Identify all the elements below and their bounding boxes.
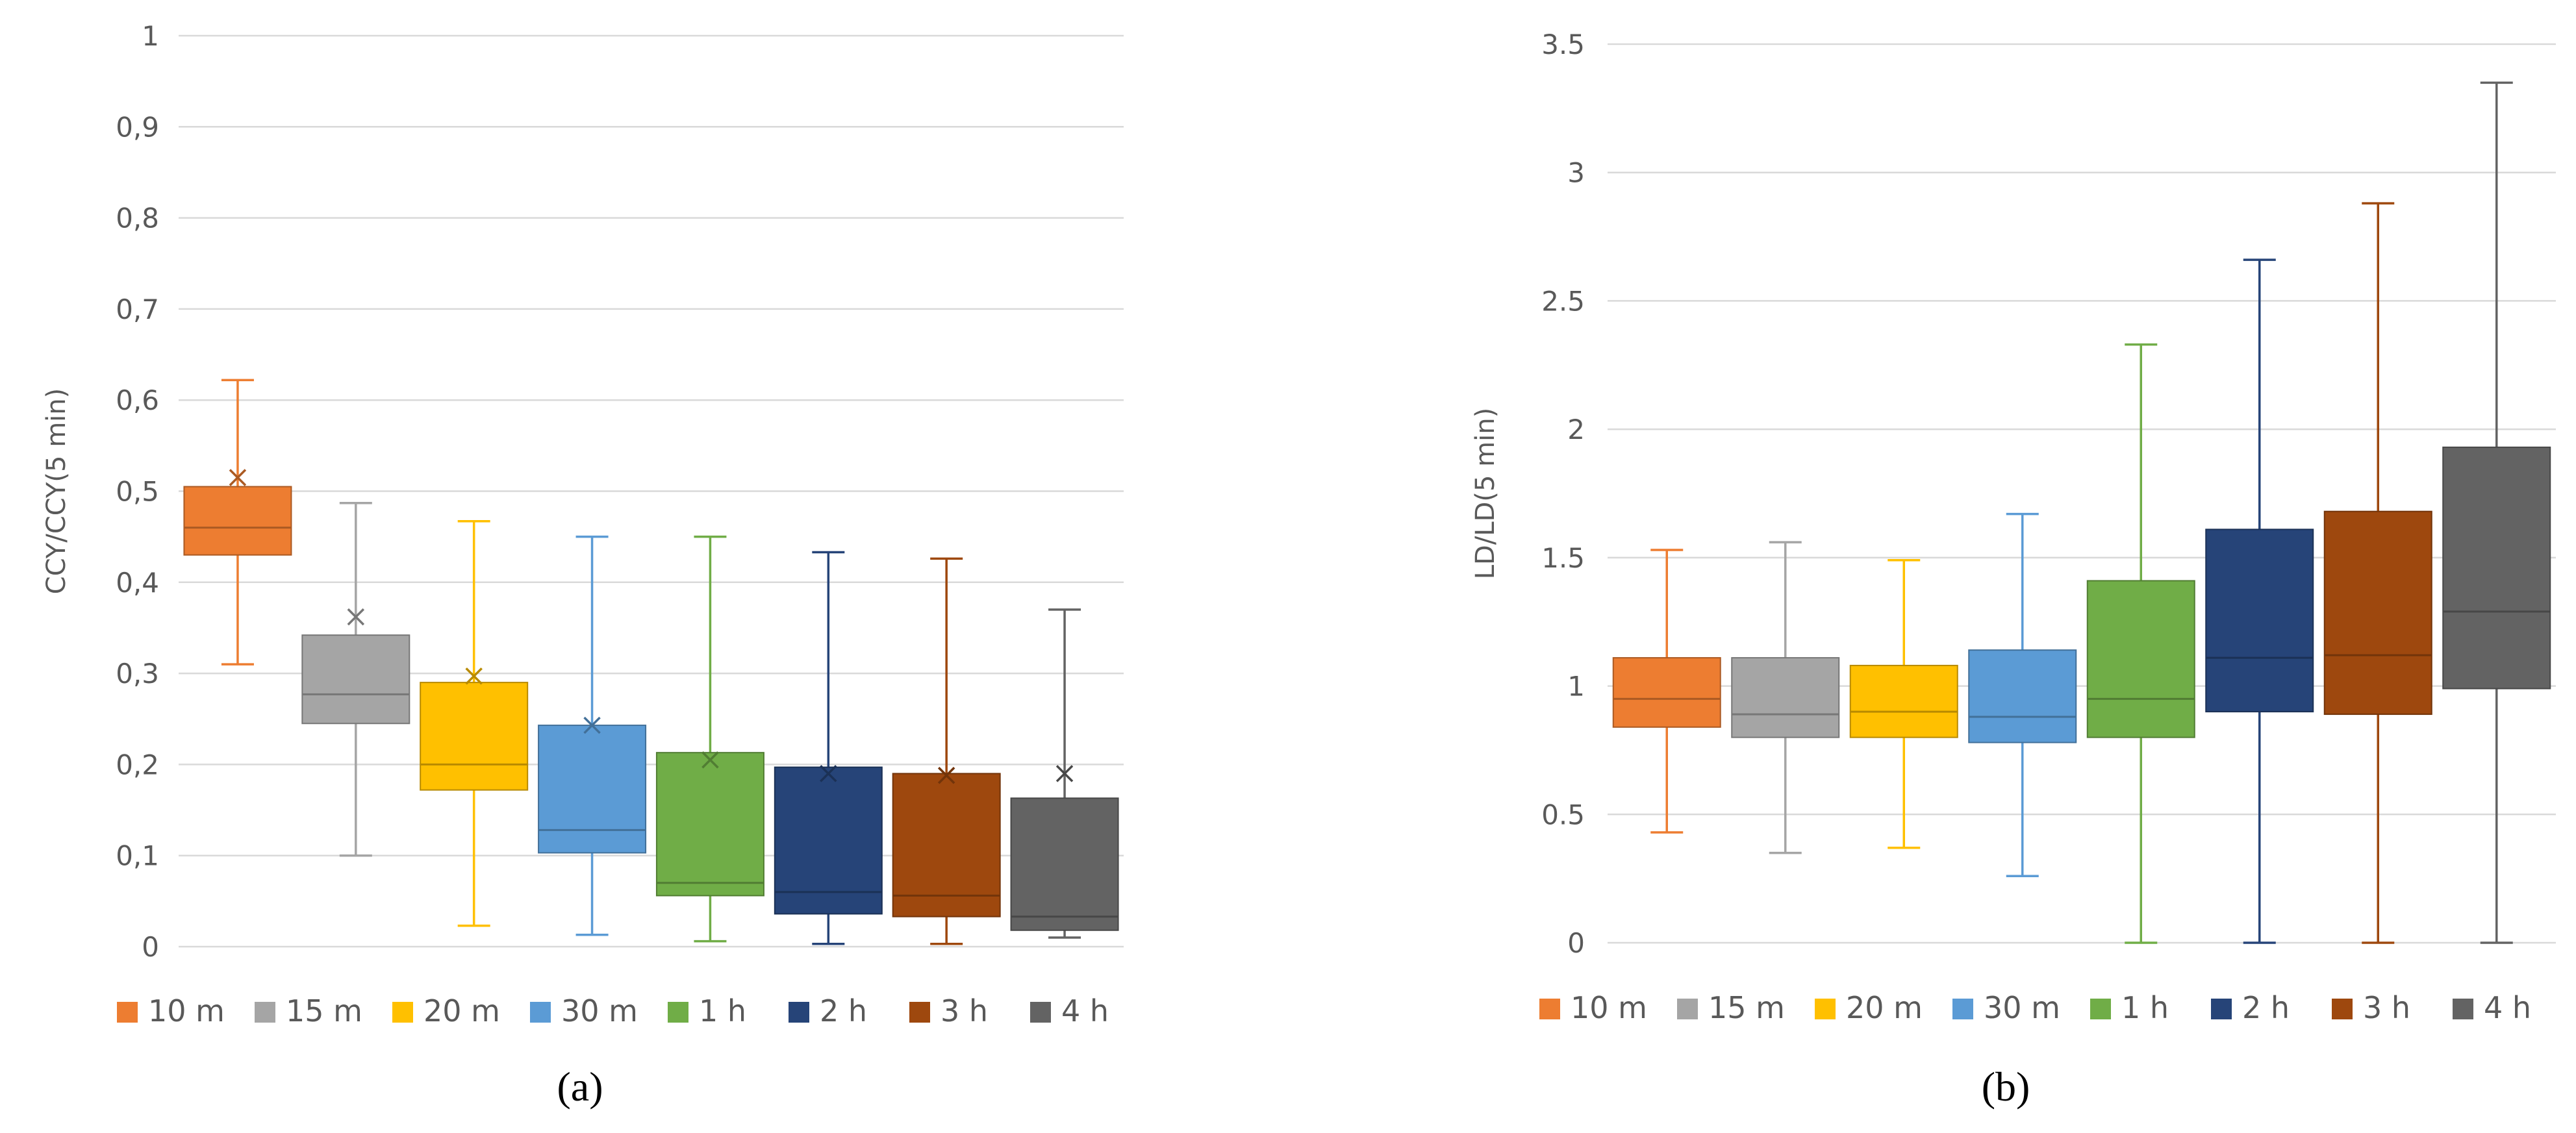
legend-label-10-m: 10 m <box>148 993 225 1028</box>
legend-label-15-m: 15 m <box>286 993 362 1028</box>
y-tick-label: 0 <box>1567 927 1585 959</box>
mean-marker-15-m <box>347 608 365 626</box>
legend-label-3-h: 3 h <box>2363 990 2410 1025</box>
legend-swatch-1-h <box>2090 999 2111 1019</box>
box-15-m <box>1731 657 1840 738</box>
box-4-h <box>2442 446 2551 690</box>
y-tick-label: 0,4 <box>116 567 159 599</box>
y-axis-label: LD/LD(5 min) <box>1471 408 1500 579</box>
y-axis-label: CCY/CCY(5 min) <box>42 388 71 594</box>
y-tick-label: 1.5 <box>1541 542 1585 574</box>
legend-swatch-4-h <box>2453 999 2473 1019</box>
chart-panel-b: 0 0.5 1 1.5 2 2.5 3 3.5 LD/LD(5 min) 10 m 15 m 20 m… <box>1471 29 2556 1110</box>
box-2-h <box>2205 529 2314 713</box>
legend-label-1-h: 1 h <box>699 993 746 1028</box>
y-tick-label: 0.5 <box>1541 799 1585 830</box>
legend-swatch-30-m <box>1952 999 1973 1019</box>
mean-marker-20-m <box>465 667 483 685</box>
y-tick-label: 3 <box>1567 157 1585 189</box>
legend-label-1-h: 1 h <box>2121 990 2169 1025</box>
legend-label-2-h: 2 h <box>2242 990 2290 1025</box>
y-tick-label: 1 <box>142 20 159 52</box>
legend-swatch-10-m <box>117 1002 138 1023</box>
mean-marker-30-m <box>583 716 601 734</box>
legend-swatch-4-h <box>1030 1002 1051 1023</box>
box-2-h <box>774 766 883 915</box>
mean-marker-10-m <box>229 469 247 486</box>
box-20-m <box>1849 664 1958 738</box>
y-tick-label: 0,6 <box>116 384 159 416</box>
panel-label: (b) <box>1982 1064 2030 1110</box>
legend-swatch-3-h <box>909 1002 930 1023</box>
legend-label-4-h: 4 h <box>2484 990 2531 1025</box>
legend-swatch-30-m <box>530 1002 551 1023</box>
legend-swatch-2-h <box>789 1002 809 1023</box>
legend-swatch-1-h <box>668 1002 688 1023</box>
legend-label-15-m: 15 m <box>1708 990 1785 1025</box>
legend-swatch-15-m <box>255 1002 275 1023</box>
y-tick-label: 0,1 <box>116 840 159 872</box>
box-10-m <box>1612 657 1721 728</box>
legend-swatch-20-m <box>392 1002 413 1023</box>
legend-swatch-15-m <box>1677 999 1698 1019</box>
box-4-h <box>1010 797 1119 931</box>
legend-label-20-m: 20 m <box>423 993 500 1028</box>
legend-swatch-2-h <box>2211 999 2232 1019</box>
box-3-h <box>2323 510 2432 716</box>
legend-label-3-h: 3 h <box>941 993 988 1028</box>
box-1-h <box>2086 580 2195 738</box>
mean-marker-3-h <box>937 767 955 784</box>
y-tick-label: 0,7 <box>116 293 159 325</box>
legend-label-30-m: 30 m <box>561 993 638 1028</box>
mean-marker-4-h <box>1055 765 1074 782</box>
y-tick-label: 2 <box>1567 414 1585 445</box>
y-tick-label: 0,2 <box>116 749 159 780</box>
y-tick-label: 1 <box>1567 671 1585 703</box>
panel-label: (a) <box>557 1064 603 1110</box>
legend-label-30-m: 30 m <box>1984 990 2060 1025</box>
box-30-m <box>1968 649 2077 743</box>
y-tick-label: 3.5 <box>1541 29 1585 60</box>
y-tick-label: 0,5 <box>116 476 159 508</box>
legend-label-20-m: 20 m <box>1846 990 1923 1025</box>
y-tick-label: 2.5 <box>1541 285 1585 317</box>
y-tick-label: 0 <box>142 931 159 963</box>
legend-label-2-h: 2 h <box>820 993 867 1028</box>
legend-swatch-10-m <box>1539 999 1560 1019</box>
mean-marker-2-h <box>820 765 837 782</box>
box-30-m <box>538 725 647 854</box>
legend-swatch-20-m <box>1815 999 1836 1019</box>
box-15-m <box>301 634 410 725</box>
legend-label-10-m: 10 m <box>1571 990 1647 1025</box>
y-tick-label: 0,8 <box>116 203 159 234</box>
box-3-h <box>892 773 1001 917</box>
mean-marker-1-h <box>701 751 719 769</box>
box-20-m <box>420 682 529 791</box>
chart-panel-a: 0 0,1 0,2 0,3 0,4 0,5 0,6 0,7 0,8 0,9 1 CCY/CCY(5 m… <box>42 20 1124 1110</box>
box-1-h <box>655 752 764 897</box>
box-10-m <box>183 486 292 556</box>
legend-swatch-3-h <box>2332 999 2353 1019</box>
legend-label-4-h: 4 h <box>1061 993 1109 1028</box>
y-tick-label: 0,3 <box>116 658 159 690</box>
y-tick-label: 0,9 <box>116 111 159 143</box>
